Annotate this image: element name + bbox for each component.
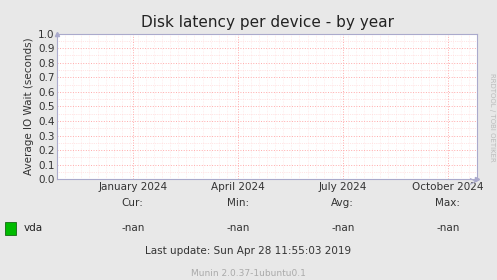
Text: vda: vda <box>23 223 42 233</box>
Text: Min:: Min: <box>227 198 249 208</box>
Title: Disk latency per device - by year: Disk latency per device - by year <box>141 15 394 30</box>
Text: -nan: -nan <box>436 223 459 233</box>
Text: Avg:: Avg: <box>331 198 354 208</box>
Text: Munin 2.0.37-1ubuntu0.1: Munin 2.0.37-1ubuntu0.1 <box>191 269 306 277</box>
Text: -nan: -nan <box>226 223 249 233</box>
Y-axis label: Average IO Wait (seconds): Average IO Wait (seconds) <box>24 38 34 175</box>
Text: RRDTOOL / TOBI OETIKER: RRDTOOL / TOBI OETIKER <box>489 73 495 162</box>
Text: Cur:: Cur: <box>122 198 144 208</box>
Text: Max:: Max: <box>435 198 460 208</box>
Text: -nan: -nan <box>121 223 145 233</box>
Text: Last update: Sun Apr 28 11:55:03 2019: Last update: Sun Apr 28 11:55:03 2019 <box>146 246 351 256</box>
Text: -nan: -nan <box>331 223 354 233</box>
